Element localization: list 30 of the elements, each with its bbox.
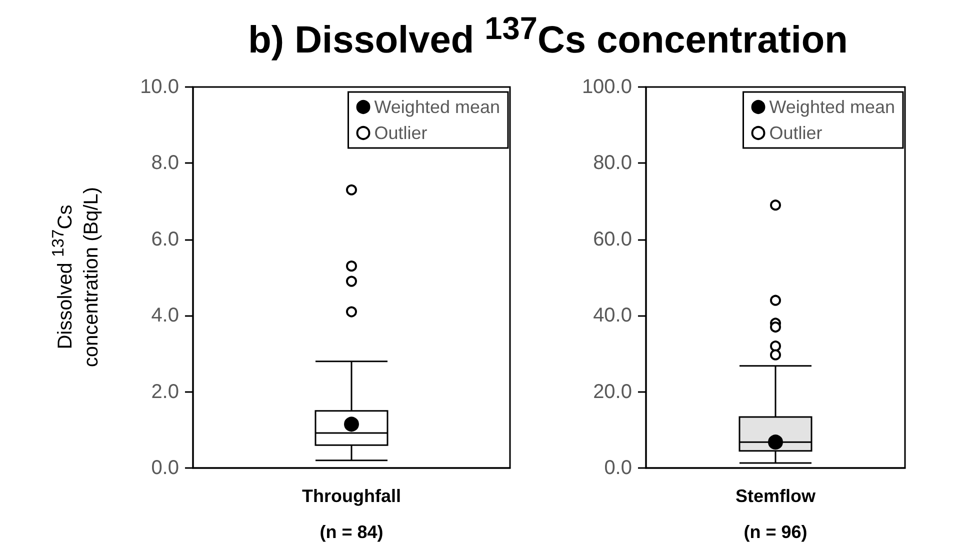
text: b) Dissolved $^{137}$Cs concentration [247,10,849,63]
legend-label: Weighted mean [374,97,500,117]
point [344,416,359,432]
y-tick-label: 8.0 [151,152,179,174]
point [770,349,781,360]
point [770,340,781,352]
y-tick-label: 40.0 [593,304,632,327]
point [768,434,783,450]
point [770,294,781,306]
y-tick-label: 20.0 [593,380,632,403]
point [770,200,781,211]
x-tick-label: Stemflow (n = 96) [735,486,816,542]
x-tick-label: Throughfall (n = 84) [302,486,401,542]
y-tick-label: 0.0 [604,457,632,479]
point [346,306,357,318]
y-tick-label: 100.0 [582,76,632,98]
y-tick-label: 10.0 [140,76,179,98]
point [346,276,357,287]
legend-label: Outlier [769,123,822,143]
y-tick-label: 60.0 [593,228,632,250]
y-tick-label: 4.0 [151,304,179,327]
y-tick-label: 0.0 [151,457,179,479]
y-tick-label: 6.0 [151,228,179,250]
legend-label: Outlier [374,123,428,143]
point [346,260,357,272]
point [770,322,781,333]
legend-label: Weighted mean [769,97,896,117]
y-tick-label: 2.0 [151,380,179,403]
point [346,184,357,196]
y-tick-label: 80.0 [593,152,632,174]
